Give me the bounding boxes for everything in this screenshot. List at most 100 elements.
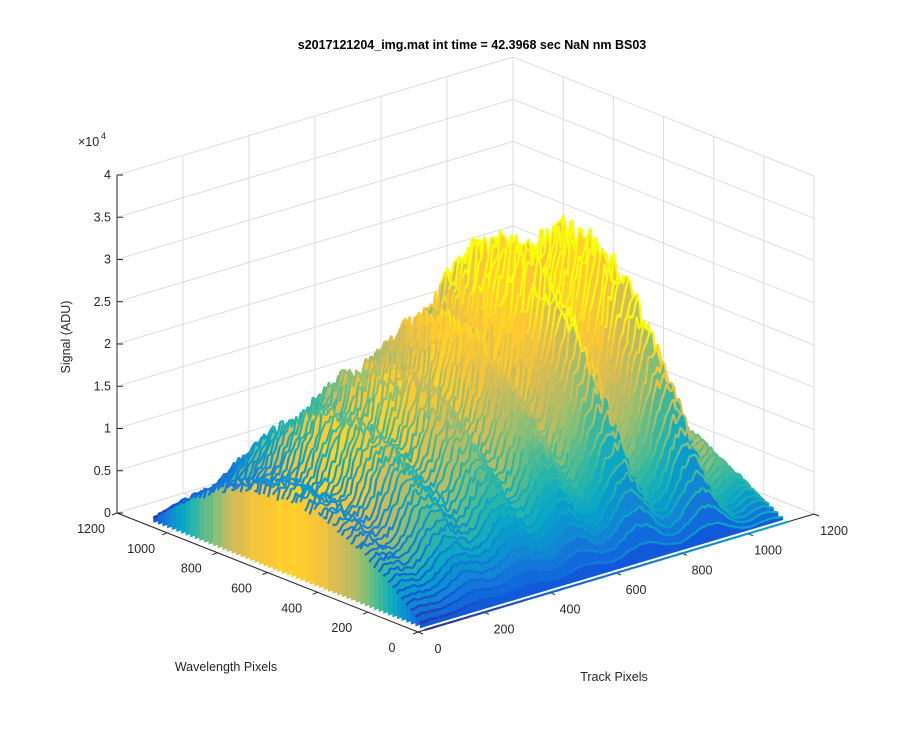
surface-edge (417, 346, 422, 370)
surface-edge (431, 359, 435, 363)
surface-edge (482, 272, 487, 310)
surface-edge (468, 308, 473, 324)
surface-edge (193, 494, 198, 499)
surface-edge (514, 260, 520, 268)
surface-edge (336, 386, 342, 397)
surface-edge (374, 359, 379, 365)
surface-edge (527, 238, 533, 250)
surface-edge (375, 403, 380, 416)
surface-edge (452, 295, 457, 310)
surface-edge (352, 405, 357, 415)
surface-edge (489, 265, 494, 273)
surface-edge (317, 484, 322, 489)
surface-edge (464, 247, 469, 264)
surface-edge (522, 242, 527, 246)
surface-edge (382, 417, 387, 432)
surface-edge (559, 215, 565, 249)
surface-edge (255, 480, 261, 493)
surface-edge (440, 330, 445, 340)
surface-edge (285, 495, 291, 501)
surface-edge (315, 458, 320, 466)
surface-edge (322, 469, 327, 473)
surface-edge (308, 420, 314, 434)
surface-edge (274, 488, 279, 493)
surface-edge (280, 432, 286, 446)
surface-edge (447, 353, 452, 364)
surface-edge (320, 397, 325, 404)
surface-edge (343, 440, 348, 451)
surface-edge (294, 447, 299, 452)
surface-edge (473, 248, 478, 283)
surface-edge (304, 505, 309, 512)
surface-edge (398, 388, 404, 397)
surface-edge (216, 485, 222, 491)
surface-edge (392, 380, 397, 386)
surface-edge (327, 407, 333, 414)
surface-edge (410, 364, 416, 373)
surface-edge (405, 371, 411, 381)
surface-edge (303, 461, 309, 474)
surface-edge (454, 335, 459, 366)
surface-edge (450, 261, 456, 275)
surface-edge (279, 433, 283, 437)
surface-edge (239, 482, 245, 493)
surface-edge (419, 323, 425, 346)
surface-edge (295, 425, 300, 436)
surface-edge (299, 419, 305, 432)
surface-edge (380, 351, 386, 359)
surface-edge (387, 366, 392, 384)
surface-edge (276, 480, 282, 490)
surface-edge (237, 467, 242, 473)
surface-edge (281, 428, 286, 435)
surface-edge (334, 385, 339, 392)
surface-edge (505, 276, 510, 296)
surface-edge (258, 479, 263, 483)
surface-edge (248, 483, 254, 490)
surface-edge (225, 471, 230, 478)
surface-edge (327, 427, 332, 437)
surface-edge (252, 472, 258, 479)
surface-edge (433, 337, 439, 345)
surface-edge (304, 495, 309, 500)
surface-edge (254, 441, 259, 445)
surface-edge (294, 471, 299, 482)
chart-title: s2017121204_img.mat int time = 42.3968 s… (298, 38, 647, 52)
surface-edge (429, 313, 435, 322)
surface-edge (500, 263, 506, 279)
surface-edge (246, 451, 252, 457)
surface-edge (336, 371, 342, 386)
surface-edge (292, 484, 298, 490)
surface-edge (433, 366, 438, 374)
surface-edge (326, 468, 332, 483)
surface-edge (561, 269, 566, 291)
surface-edge (341, 384, 346, 388)
surface-edge (298, 471, 304, 483)
surface-edge (303, 432, 309, 441)
surface-edge (184, 498, 189, 502)
surface-edge (283, 488, 288, 494)
surface-edge (157, 511, 161, 516)
surface-edge (297, 430, 302, 439)
surface-edge (280, 458, 286, 466)
surface-edge (348, 425, 353, 430)
surface-edge (436, 340, 440, 343)
surface-edge (313, 415, 318, 422)
surface-edge (310, 420, 316, 437)
surface-edge (390, 362, 395, 367)
surface-edge (253, 450, 258, 457)
surface-edge (397, 377, 401, 381)
surface-edge (385, 363, 390, 374)
surface-edge (305, 468, 311, 478)
surface-edge (276, 446, 281, 459)
surface-edge (294, 494, 300, 504)
surface-edge (313, 397, 319, 406)
surface-edge (531, 243, 537, 253)
surface-edge (223, 483, 229, 493)
surface-edge (411, 339, 415, 342)
surface-edge (505, 242, 511, 249)
surface-edge (253, 460, 258, 464)
surface-edge (285, 483, 291, 490)
surface-edge (353, 394, 357, 398)
surface-edge (305, 481, 310, 486)
surface-edge (301, 438, 306, 443)
